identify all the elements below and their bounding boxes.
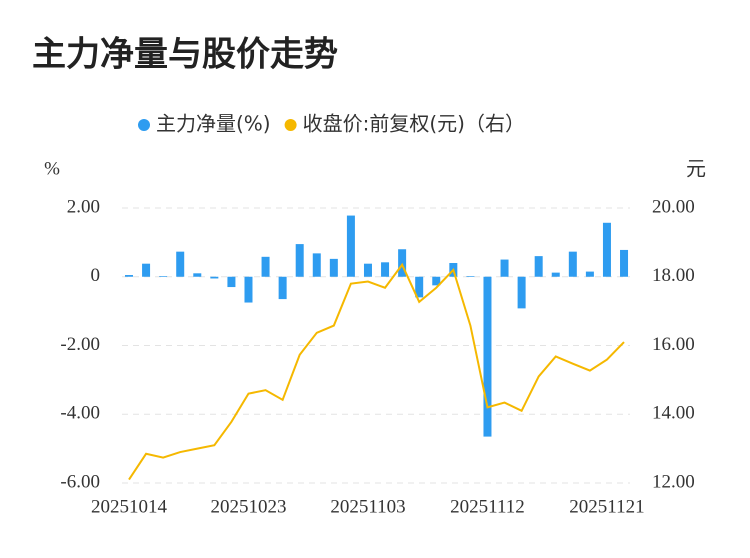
y-tick-label: -2.00 [60, 334, 100, 355]
bar [244, 276, 253, 303]
y2-tick-label: 16.00 [652, 334, 695, 355]
chart-title: 主力净量与股价走势 [32, 35, 338, 75]
bar [483, 276, 492, 437]
x-tick-label: 20251023 [210, 496, 286, 517]
y2-tick-label: 20.00 [652, 196, 695, 217]
bar [261, 256, 270, 277]
bar [329, 258, 338, 277]
bar [295, 244, 304, 277]
bar [381, 262, 390, 277]
bar [210, 276, 219, 279]
y2-axis-label: 元 [686, 157, 706, 181]
y-axis-label: % [44, 158, 60, 179]
bar [466, 276, 475, 277]
bar [193, 273, 202, 277]
bar [432, 276, 441, 286]
y-tick-label: 2.00 [67, 196, 100, 217]
bar [551, 272, 560, 277]
x-tick-label: 20251121 [569, 496, 644, 517]
y-tick-label: -6.00 [60, 471, 100, 492]
bar [142, 263, 151, 277]
bar [517, 276, 526, 309]
legend-marker [284, 119, 297, 131]
x-tick-label: 20251103 [330, 496, 405, 517]
bar [602, 222, 611, 277]
y2-tick-label: 12.00 [652, 471, 695, 492]
bar [312, 253, 321, 277]
y-tick-label: -4.00 [60, 403, 100, 424]
x-tick-label: 20251112 [450, 496, 525, 517]
bar [363, 263, 372, 277]
bar [176, 251, 185, 277]
legend-label: 收盘价:前复权(元)（右） [303, 112, 525, 136]
y2-tick-label: 14.00 [652, 403, 695, 424]
legend-marker [138, 119, 150, 131]
bar [415, 276, 424, 298]
bar [585, 271, 594, 277]
price-line [128, 262, 625, 481]
bar [278, 276, 287, 300]
bar [534, 256, 543, 277]
y2-tick-label: 18.00 [652, 265, 695, 286]
bar [620, 249, 629, 277]
bar [568, 251, 577, 277]
legend-label: 主力净量(%) [156, 112, 271, 136]
bar [227, 276, 236, 288]
bar [159, 276, 168, 277]
bar [398, 249, 407, 277]
bar [500, 259, 509, 277]
bar [125, 275, 133, 277]
bar [346, 215, 355, 277]
x-tick-label: 20251014 [91, 496, 168, 517]
y-tick-label: 0 [91, 265, 101, 286]
